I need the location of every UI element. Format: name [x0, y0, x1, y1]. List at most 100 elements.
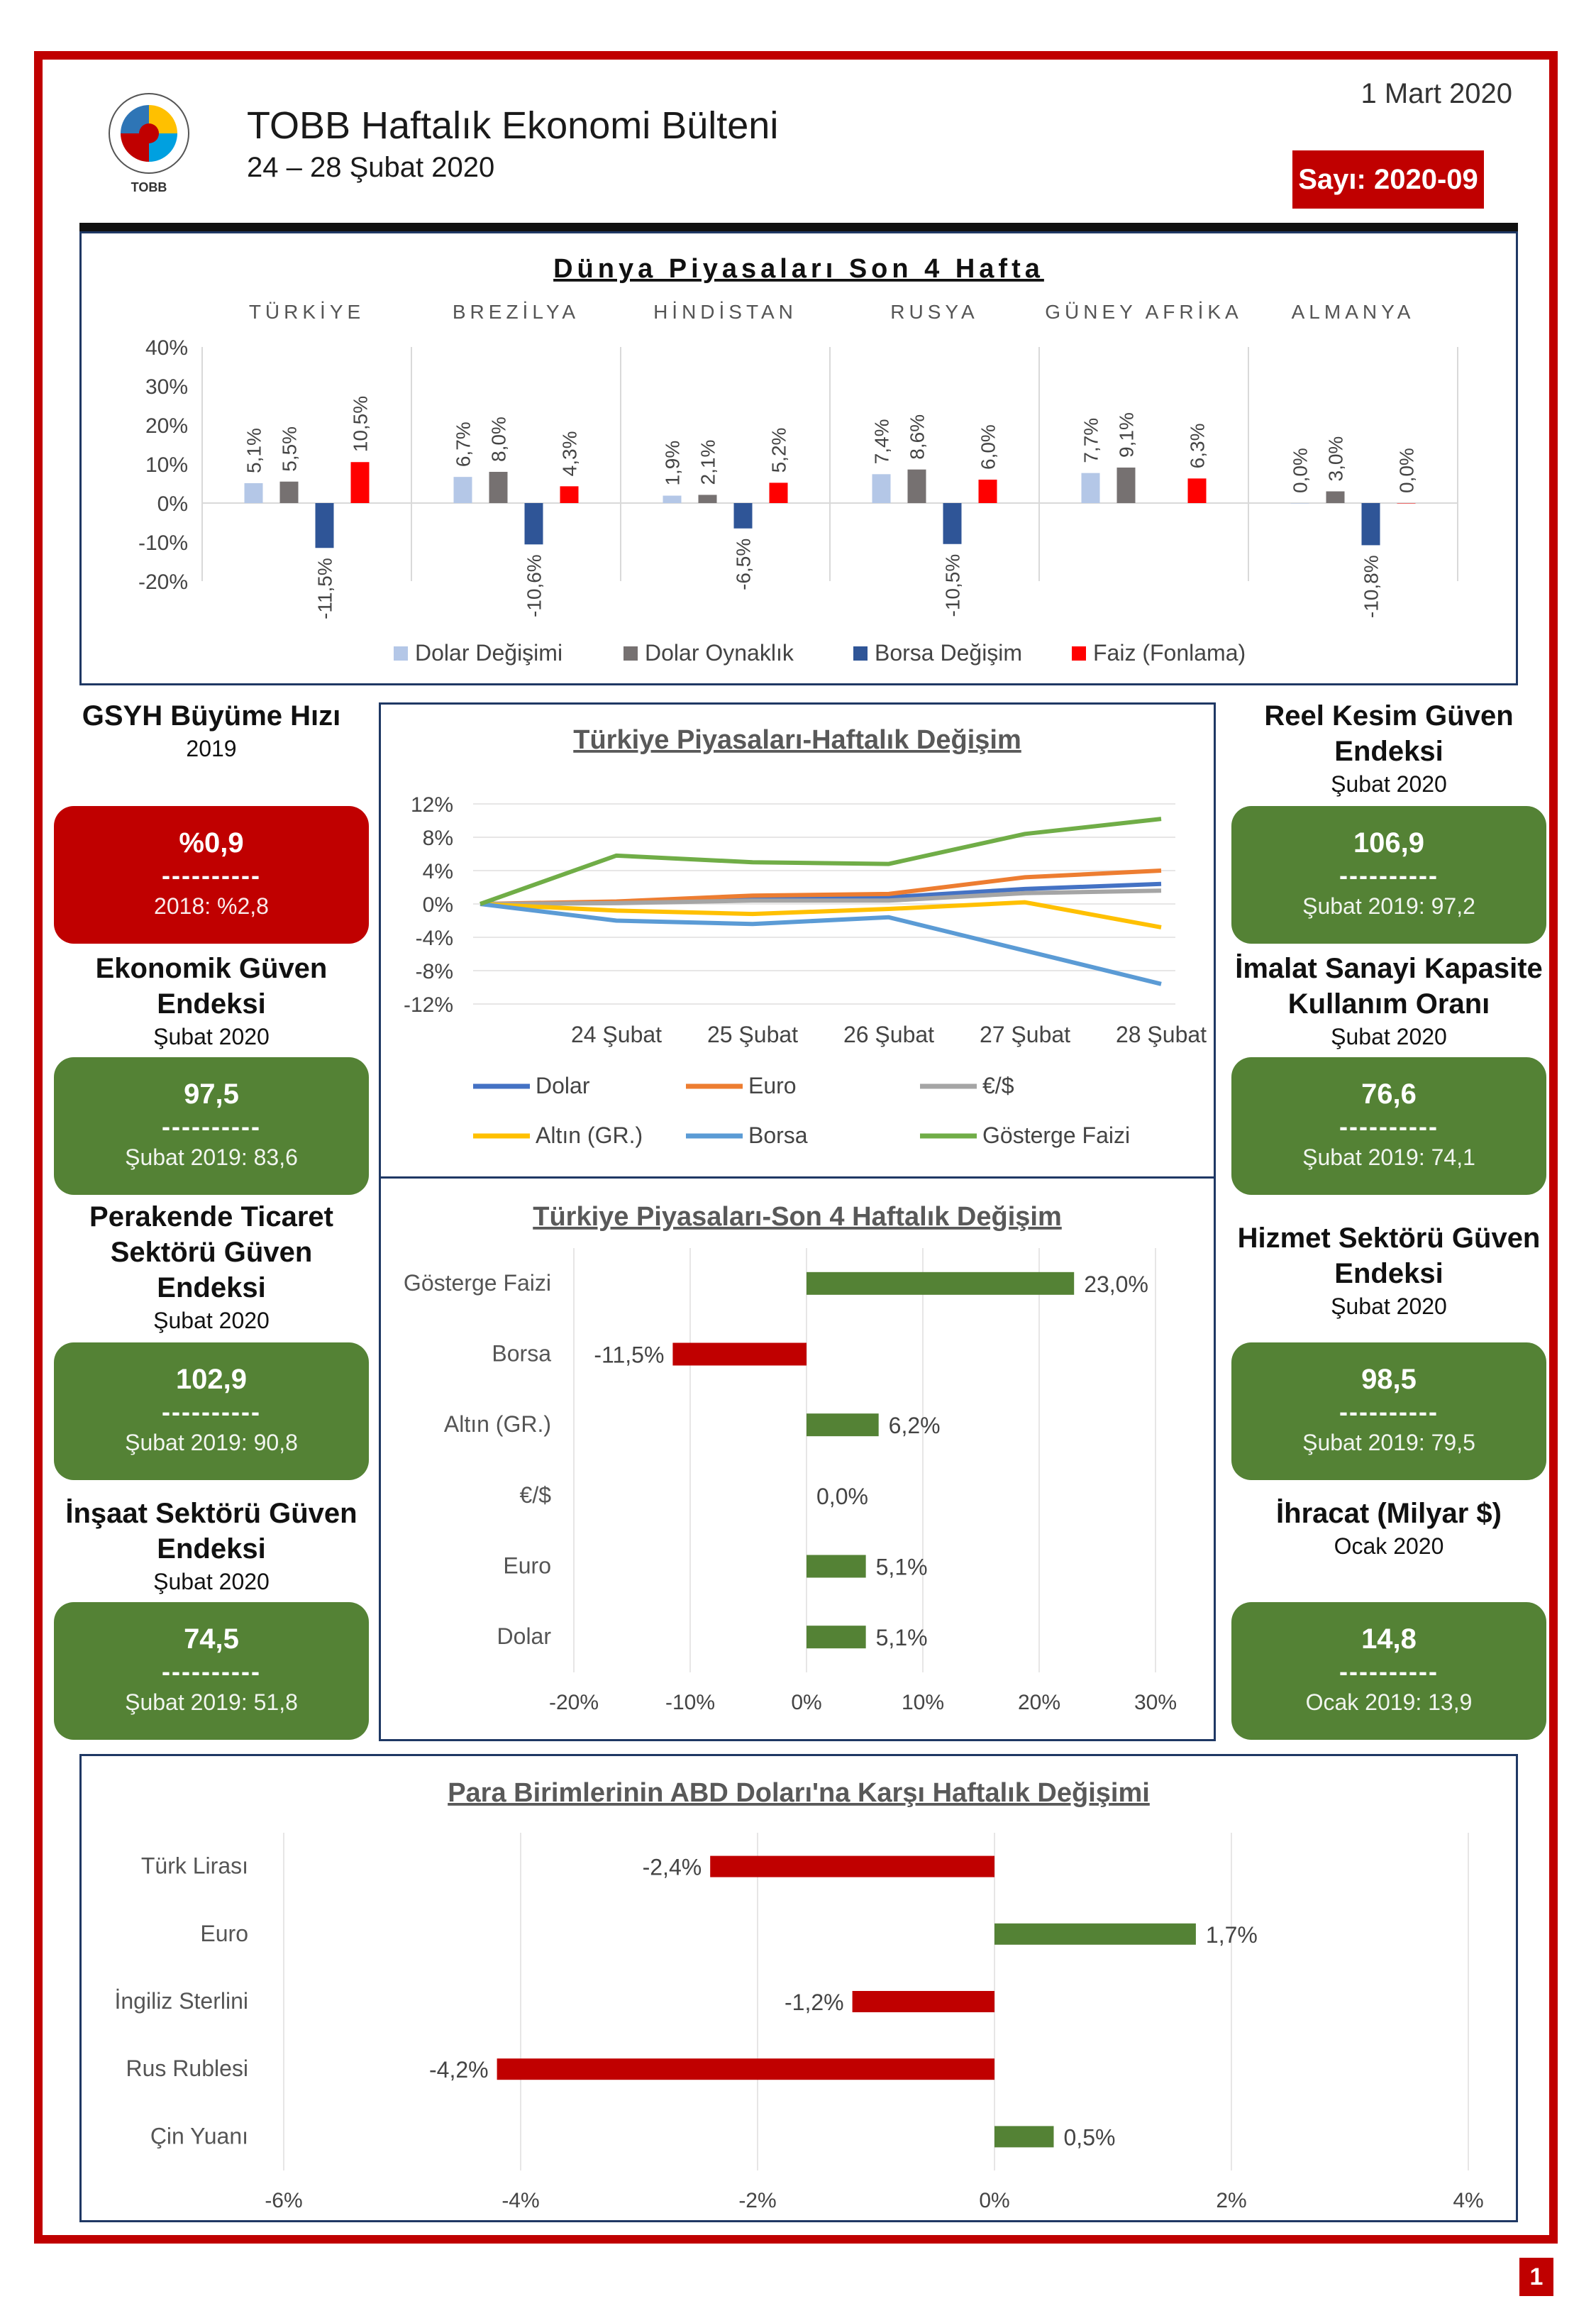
- data-label: 3,0%: [1325, 436, 1347, 482]
- bar-dolar-oynaklık: [1116, 467, 1136, 503]
- indicator-period: Şubat 2020: [153, 1024, 270, 1049]
- indicator-value: 97,5: [184, 1078, 239, 1110]
- data-label: 2,1%: [697, 440, 719, 485]
- x-tick-label: 0%: [791, 1691, 821, 1714]
- indicator-period: Ocak 2020: [1334, 1533, 1444, 1559]
- legend-label: Faiz (Fonlama): [1093, 640, 1246, 666]
- category-label: €/$: [520, 1482, 552, 1508]
- data-label: -1,2%: [785, 1990, 844, 2015]
- y-tick-label: -4%: [416, 927, 453, 950]
- legend-label: Euro: [748, 1073, 797, 1098]
- bar-faiz-(fonlama): [1397, 503, 1416, 504]
- indicator-card: 98,5 ---------- Şubat 2019: 79,5: [1231, 1342, 1546, 1480]
- indicator-card: 97,5 ---------- Şubat 2019: 83,6: [54, 1057, 369, 1195]
- indicator-name: Perakende Ticaret Sektörü Güven Endeksi: [89, 1201, 333, 1303]
- y-tick-label: 40%: [145, 336, 188, 360]
- bar: [807, 1555, 866, 1578]
- data-label: 0,5%: [1064, 2124, 1116, 2150]
- indicator-value: 74,5: [184, 1623, 239, 1655]
- bar: [994, 1923, 1196, 1945]
- legend-swatch: [1072, 646, 1086, 661]
- x-tick-label: -2%: [738, 2189, 776, 2212]
- indicator-previous: Şubat 2019: 83,6: [125, 1144, 298, 1170]
- legend-label: Dolar Değişimi: [415, 640, 563, 666]
- y-tick-label: 10%: [145, 453, 188, 477]
- legend-label: Altın (GR.): [536, 1122, 643, 1148]
- x-tick-label: 25 Şubat: [707, 1022, 798, 1047]
- bar-dolar-değişimi: [453, 477, 472, 503]
- data-label: 4,3%: [559, 431, 581, 477]
- bar-borsa-değişim: [1361, 503, 1380, 546]
- y-tick-label: 12%: [411, 793, 453, 817]
- bar: [807, 1626, 866, 1649]
- legend-label: €/$: [982, 1073, 1014, 1098]
- world-markets-chart: Dünya Piyasaları Son 4 Hafta 40% 30% 20% 10%…: [138, 254, 1458, 666]
- y-tick-label: 0%: [157, 492, 188, 516]
- data-label: 5,2%: [768, 428, 790, 473]
- indicator-value: 98,5: [1361, 1364, 1417, 1395]
- data-label: -6,5%: [733, 539, 755, 590]
- x-tick-label: 20%: [1018, 1691, 1060, 1714]
- legend-swatch: [853, 646, 868, 661]
- series-line: [480, 900, 1162, 929]
- x-tick-label: 10%: [902, 1691, 944, 1714]
- x-tick-label: 4%: [1453, 2189, 1483, 2212]
- category-label: Altın (GR.): [444, 1411, 551, 1437]
- bulletin-date: 1 Mart 2020: [1361, 78, 1512, 109]
- chart-title: Para Birimlerinin ABD Doları'na Karşı Ha…: [448, 1778, 1150, 1808]
- indicator-divider: ----------: [1339, 1397, 1439, 1426]
- bar: [994, 2126, 1054, 2148]
- indicator-value: 76,6: [1361, 1078, 1417, 1110]
- y-tick-label: 20%: [145, 414, 188, 438]
- bar-borsa-değişim: [733, 503, 753, 529]
- data-label: 10,5%: [350, 396, 372, 452]
- indicator-divider: ----------: [1339, 1112, 1439, 1141]
- indicator-title: İhracat (Milyar $) Ocak 2020: [1233, 1496, 1545, 1561]
- data-label: -2,4%: [643, 1855, 702, 1880]
- category-label: Euro: [503, 1553, 551, 1579]
- category-label: Gösterge Faizi: [404, 1270, 551, 1296]
- indicator-name: İhracat (Milyar $): [1276, 1498, 1502, 1529]
- indicator-divider: ----------: [162, 861, 261, 890]
- indicator-name: İnşaat Sektörü Güven Endeksi: [65, 1498, 358, 1565]
- indicator-previous: Şubat 2019: 51,8: [125, 1689, 298, 1715]
- bar-dolar-değişimi: [244, 482, 263, 503]
- series-line: [480, 888, 1162, 906]
- data-label: 7,7%: [1080, 418, 1102, 463]
- indicator-divider: ----------: [1339, 861, 1439, 890]
- data-label: -10,8%: [1361, 555, 1382, 618]
- indicator-card: 74,5 ---------- Şubat 2019: 51,8: [54, 1602, 369, 1740]
- legend-label: Dolar: [536, 1073, 590, 1098]
- bar-dolar-değişimi: [1081, 473, 1100, 503]
- legend-swatch: [624, 646, 638, 661]
- page-number: 1: [1519, 2258, 1553, 2296]
- indicator-previous: Şubat 2019: 79,5: [1302, 1430, 1475, 1455]
- data-label: 0,0%: [1396, 448, 1418, 493]
- bar: [807, 1413, 879, 1437]
- data-label: 8,6%: [907, 414, 929, 460]
- data-label: 6,7%: [453, 421, 475, 467]
- indicator-previous: Ocak 2019: 13,9: [1305, 1689, 1473, 1715]
- indicator-previous: Şubat 2019: 90,8: [125, 1430, 298, 1455]
- indicator-name: Reel Kesim Güven Endeksi: [1264, 700, 1514, 767]
- indicator-name: Hizmet Sektörü Güven Endeksi: [1237, 1223, 1541, 1289]
- header-rule: [79, 223, 1518, 231]
- indicator-card: 106,9 ---------- Şubat 2019: 97,2: [1231, 806, 1546, 944]
- y-tick-label: -20%: [138, 570, 188, 594]
- y-tick-label: 8%: [423, 827, 453, 850]
- indicator-name: Ekonomik Güven Endeksi: [95, 953, 328, 1020]
- bulletin-title: TOBB Haftalık Ekonomi Bülteni: [247, 104, 779, 147]
- indicator-card: %0,9 ---------- 2018: %2,8: [54, 806, 369, 944]
- weekly-change-chart: Türkiye Piyasaları-Haftalık Değişim 12% 8%…: [404, 725, 1207, 1148]
- x-tick-label: 30%: [1134, 1691, 1177, 1714]
- data-label: 8,0%: [488, 416, 510, 462]
- bar-faiz-(fonlama): [978, 480, 997, 503]
- indicator-title: Hizmet Sektörü Güven Endeksi Şubat 2020: [1233, 1220, 1545, 1321]
- indicator-card: 102,9 ---------- Şubat 2019: 90,8: [54, 1342, 369, 1480]
- indicator-divider: ----------: [1339, 1657, 1439, 1686]
- currency-panel: Para Birimlerinin ABD Doları'na Karşı Ha…: [79, 1754, 1518, 2222]
- bar-dolar-değişimi: [663, 495, 682, 503]
- data-label: 6,2%: [889, 1413, 941, 1438]
- data-label: 0,0%: [816, 1484, 868, 1509]
- bar-dolar-oynaklık: [1326, 491, 1345, 503]
